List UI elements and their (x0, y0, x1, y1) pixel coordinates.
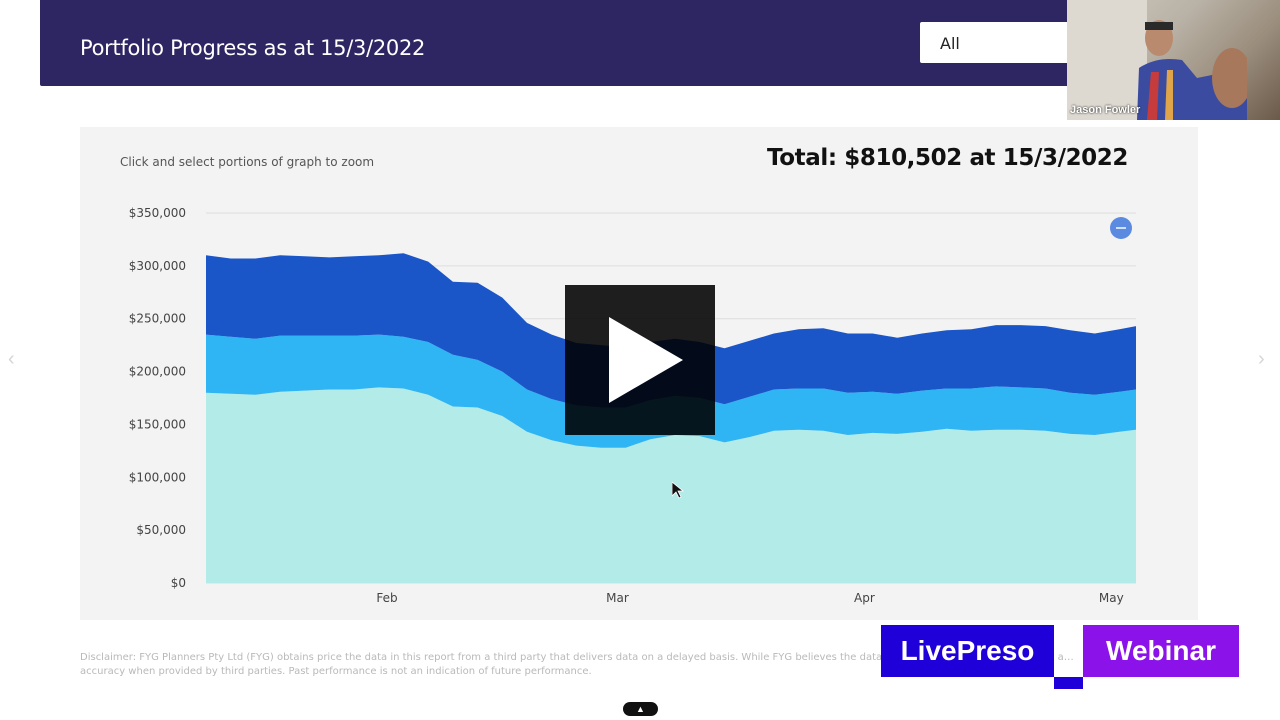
livepreso-logo: LivePreso (881, 625, 1054, 677)
page-title: Portfolio Progress as at 15/3/2022 (80, 36, 426, 60)
y-tick-label: $300,000 (129, 259, 186, 273)
chevron-right-icon[interactable]: › (1258, 348, 1265, 370)
x-tick-label: Mar (606, 591, 629, 605)
collapse-button[interactable]: ▲ (623, 702, 658, 716)
y-tick-label: $0 (171, 576, 186, 590)
minus-circle-icon (1116, 227, 1126, 229)
y-tick-label: $100,000 (129, 470, 186, 484)
disclaimer-text: Disclaimer: FYG Planners Pty Ltd (FYG) o… (80, 652, 1074, 677)
zoom-reset-button[interactable] (1110, 217, 1132, 239)
video-play-button[interactable] (565, 285, 715, 435)
presenter-name: Jason Fowler (1070, 104, 1141, 116)
range-select-value: All (940, 34, 960, 53)
logo-notch (1054, 677, 1083, 689)
x-tick-label: Apr (854, 591, 875, 605)
area-series-2 (206, 334, 1136, 448)
chart-areas (206, 253, 1136, 583)
y-tick-label: $50,000 (136, 523, 186, 537)
webinar-badge: Webinar (1083, 625, 1239, 677)
webcam-feed: Jason Fowler (1067, 0, 1280, 120)
area-series-1 (206, 387, 1136, 583)
report-header: Portfolio Progress as at 15/3/2022 All (40, 0, 1070, 86)
y-tick-label: $200,000 (129, 365, 186, 379)
zoom-hint: Click and select portions of graph to zo… (120, 155, 375, 169)
x-axis-ticks: Feb Mar Apr May (376, 591, 1123, 605)
x-tick-label: Feb (376, 591, 397, 605)
y-tick-label: $250,000 (129, 312, 186, 326)
y-tick-label: $350,000 (129, 206, 186, 220)
play-icon (609, 317, 683, 403)
y-axis-ticks: $0 $50,000 $100,000 $150,000 $200,000 $250,00… (129, 206, 186, 590)
x-tick-label: May (1099, 591, 1124, 605)
chevron-up-icon: ▲ (636, 704, 645, 714)
mouse-cursor-icon (672, 482, 685, 499)
range-select[interactable]: All (920, 22, 1070, 63)
y-tick-label: $150,000 (129, 417, 186, 431)
portfolio-total: Total: $810,502 at 15/3/2022 (767, 145, 1128, 171)
area-series-3 (206, 253, 1136, 408)
chevron-left-icon[interactable]: ‹ (8, 348, 15, 370)
webcam-background (1067, 0, 1147, 120)
presenter-silhouette (1137, 20, 1247, 120)
